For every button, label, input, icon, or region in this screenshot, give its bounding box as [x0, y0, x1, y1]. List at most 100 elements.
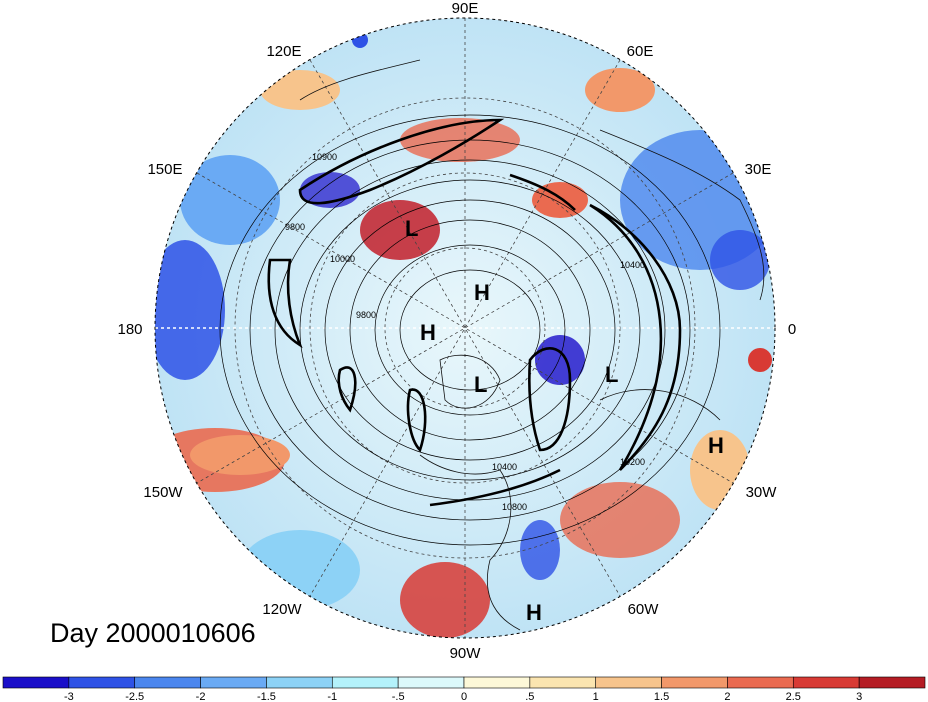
colorbar-box [463, 676, 531, 689]
contour-label: 9800 [356, 310, 376, 320]
colorbar-box [397, 676, 465, 689]
anomaly-patch [352, 32, 368, 48]
colorbar-tick-label: -1.5 [257, 691, 276, 702]
lon-label-150W: 150W [143, 484, 183, 501]
height-contour [219, 114, 721, 546]
high-center-label: H [420, 320, 436, 345]
lon-label-60E: 60E [627, 43, 654, 60]
lon-label-90W: 90W [450, 645, 482, 662]
colorbar-tick-label: .5 [525, 691, 534, 702]
contour-label: 10400 [492, 462, 517, 472]
pressure-centers: L L L L H H H H [405, 216, 724, 625]
anomaly-patch [710, 230, 770, 290]
low-center-label: L [474, 372, 487, 397]
meridian [196, 172, 734, 484]
colorbar-box [134, 676, 201, 689]
longitude-labels: 90E 60E 30E 0 30W 60W 90W 120W 150W 180 … [117, 0, 796, 662]
contour-label: 10800 [502, 502, 527, 512]
graticule [155, 18, 775, 638]
anomaly-patch [520, 520, 560, 580]
contour-value-labels: 10900 10000 9800 9800 10400 10200 10400 … [285, 152, 645, 512]
height-contour [299, 179, 641, 481]
lon-label-60W: 60W [628, 601, 660, 618]
meridian [196, 172, 734, 484]
anomaly-patch [585, 68, 655, 112]
jet-contour [298, 118, 505, 205]
colorbar-box [200, 676, 267, 689]
contour-label: 10400 [620, 260, 645, 270]
coastline [599, 389, 721, 421]
colorbar-box [331, 676, 399, 689]
colorbar-box [266, 676, 333, 689]
lon-label-0: 0 [788, 321, 796, 338]
colorbar-tick-label: 3 [856, 691, 862, 702]
lon-label-150E: 150E [147, 161, 182, 178]
colorbar-tick-label: 2 [724, 691, 730, 702]
anomaly-patch [748, 348, 772, 372]
jet-contour [337, 366, 357, 413]
jet-contour [267, 258, 303, 349]
high-center-label: H [708, 433, 724, 458]
height-contour [374, 244, 566, 416]
lon-label-180: 180 [117, 321, 142, 338]
colorbar-tick-label: -2 [196, 691, 206, 702]
jet-contours [267, 118, 682, 507]
contour-label: 10200 [620, 457, 645, 467]
contour-label: 10000 [330, 254, 355, 264]
jet-contour [429, 468, 561, 507]
colorbar-box [661, 676, 728, 689]
colorbar-tick-label: 0 [461, 691, 467, 702]
anomaly-patch [180, 155, 280, 245]
coastline [299, 59, 421, 101]
anomaly-patch [240, 530, 360, 610]
low-center-label: L [405, 216, 418, 241]
colorbar-tick-label: -.5 [392, 691, 405, 702]
colorbar-box [727, 676, 794, 689]
colorbar-ticks: -3 -2.5 -2 -1.5 -1 -.5 0 .5 1 1.5 2 2.5 3 [64, 691, 862, 702]
height-contour [349, 219, 591, 441]
lon-label-30W: 30W [746, 484, 778, 501]
colorbar-tick-label: 1 [593, 691, 599, 702]
colorbar-tick-label: -3 [64, 691, 74, 702]
height-contour [399, 269, 541, 391]
anomaly-patch [535, 335, 585, 385]
coastline [439, 354, 501, 409]
colorbar-box [68, 676, 136, 689]
map-border [154, 17, 776, 639]
contour-label: 9800 [285, 222, 305, 232]
high-center-label: H [474, 280, 490, 305]
contour-label: 10900 [312, 152, 337, 162]
jet-contour [406, 388, 427, 453]
colorbar-box [529, 676, 597, 689]
coastline [599, 129, 765, 301]
jet-contour [528, 347, 572, 452]
colorbar-boxes [2, 676, 926, 689]
high-center-label: H [526, 600, 542, 625]
colorbar-box [2, 676, 70, 689]
colorbar-tick-label: -1 [327, 691, 337, 702]
colorbar-box [595, 676, 662, 689]
lon-label-90E: 90E [452, 0, 479, 17]
colorbar: -3 -2.5 -2 -1.5 -1 -.5 0 .5 1 1.5 2 2.5 3 [2, 676, 926, 702]
lon-label-120E: 120E [266, 43, 301, 60]
coastline [419, 454, 521, 631]
colorbar-tick-label: 1.5 [654, 691, 669, 702]
anomaly-patch [360, 200, 440, 260]
colorbar-box [792, 676, 860, 689]
meridian [309, 59, 621, 597]
coastlines [299, 59, 765, 631]
lon-label-120W: 120W [262, 601, 302, 618]
anomaly-patch [260, 70, 340, 110]
anomaly-patch [560, 482, 680, 558]
low-center-label: L [605, 362, 618, 387]
height-contour [324, 199, 616, 461]
jet-contour [509, 173, 576, 211]
meridian [309, 59, 621, 597]
colorbar-tick-label: 2.5 [786, 691, 801, 702]
colorbar-tick-label: -2.5 [125, 691, 144, 702]
day-label: Day 2000010606 [50, 618, 256, 648]
anomaly-patch [190, 435, 290, 475]
lon-label-30E: 30E [745, 161, 772, 178]
colorbar-box [858, 676, 926, 689]
